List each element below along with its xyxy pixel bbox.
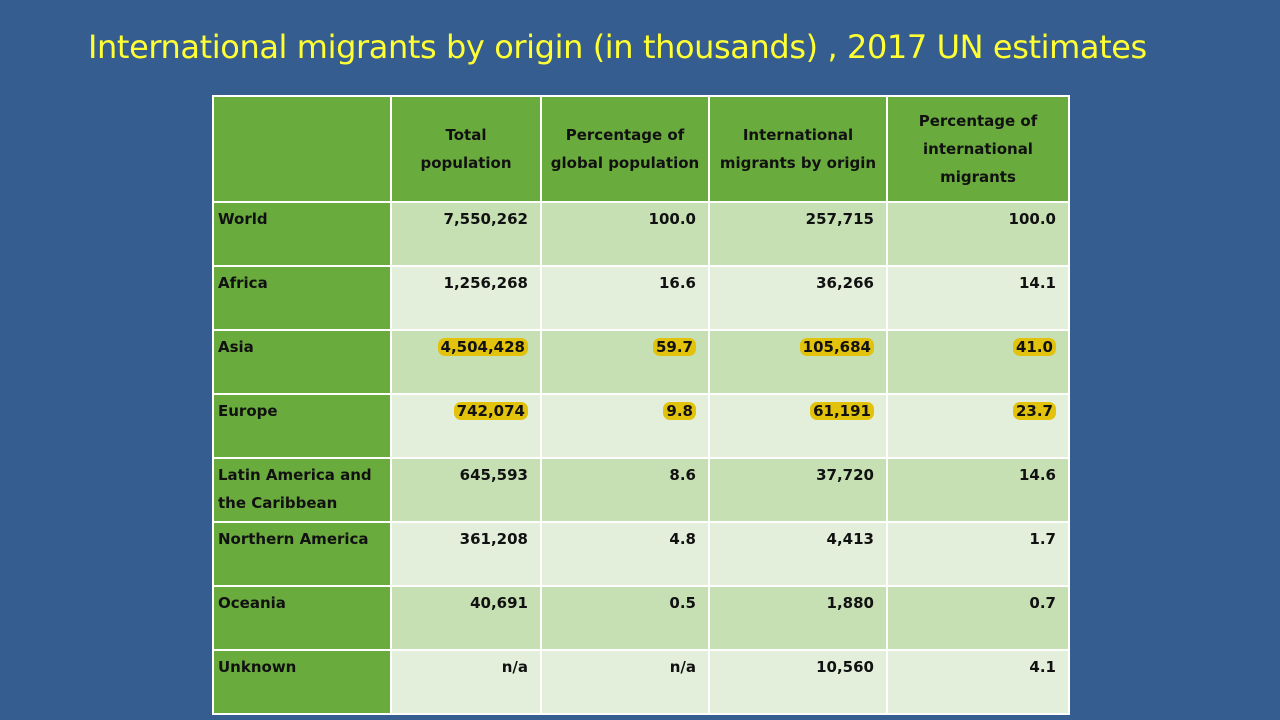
- table-row: Asia 4,504,428 59.7 105,684 41.0: [212, 329, 1070, 395]
- header-migrants-by-origin: International migrants by origin: [708, 95, 888, 203]
- region-cell: Oceania: [212, 585, 392, 651]
- cell-value: 40,691: [470, 594, 528, 612]
- migrants-by-origin-cell: 105,684: [708, 329, 888, 395]
- pct-international-migrants-cell: 14.1: [886, 265, 1070, 331]
- cell-value: 16.6: [658, 274, 696, 292]
- total-population-cell: 4,504,428: [390, 329, 542, 395]
- header-region: [212, 95, 392, 203]
- table-header-row: Total population Percentage of global po…: [212, 95, 1070, 203]
- region-cell: Unknown: [212, 649, 392, 715]
- cell-value: 1,256,268: [443, 274, 528, 292]
- cell-value: 4.1: [1029, 658, 1056, 676]
- table-row: Europe 742,074 9.8 61,191 23.7: [212, 393, 1070, 459]
- cell-value: 645,593: [459, 466, 528, 484]
- header-pct-global-population: Percentage of global population: [540, 95, 710, 203]
- slide-title: International migrants by origin (in tho…: [88, 28, 1147, 66]
- total-population-cell: 40,691: [390, 585, 542, 651]
- migrants-table-container: Total population Percentage of global po…: [212, 95, 1070, 715]
- migrants-by-origin-cell: 1,880: [708, 585, 888, 651]
- cell-value: 36,266: [816, 274, 874, 292]
- pct-international-migrants-cell: 4.1: [886, 649, 1070, 715]
- cell-value: 0.5: [669, 594, 696, 612]
- total-population-cell: 645,593: [390, 457, 542, 523]
- header-pct-international-migrants: Percentage of international migrants: [886, 95, 1070, 203]
- table-row: Oceania 40,691 0.5 1,880 0.7: [212, 585, 1070, 651]
- table-body: World 7,550,262 100.0 257,715 100.0 Afri…: [212, 201, 1070, 715]
- pct-global-population-cell: 59.7: [540, 329, 710, 395]
- cell-value: n/a: [501, 658, 528, 676]
- highlighted-value: 61,191: [810, 402, 874, 420]
- total-population-cell: 361,208: [390, 521, 542, 587]
- cell-value: 1.7: [1029, 530, 1056, 548]
- total-population-cell: 7,550,262: [390, 201, 542, 267]
- pct-global-population-cell: 8.6: [540, 457, 710, 523]
- pct-global-population-cell: 9.8: [540, 393, 710, 459]
- migrants-by-origin-cell: 4,413: [708, 521, 888, 587]
- pct-global-population-cell: 16.6: [540, 265, 710, 331]
- pct-global-population-cell: 4.8: [540, 521, 710, 587]
- total-population-cell: n/a: [390, 649, 542, 715]
- cell-value: 4,413: [826, 530, 874, 548]
- total-population-cell: 742,074: [390, 393, 542, 459]
- pct-international-migrants-cell: 1.7: [886, 521, 1070, 587]
- highlighted-value: 105,684: [799, 338, 874, 356]
- region-cell: Asia: [212, 329, 392, 395]
- migrants-table: Total population Percentage of global po…: [212, 95, 1070, 715]
- region-cell: Latin America and the Caribbean: [212, 457, 392, 523]
- region-cell: Europe: [212, 393, 392, 459]
- table-row: Latin America and the Caribbean 645,593 …: [212, 457, 1070, 523]
- cell-value: 100.0: [648, 210, 696, 228]
- cell-value: 100.0: [1008, 210, 1056, 228]
- cell-value: 14.1: [1018, 274, 1056, 292]
- cell-value: 4.8: [669, 530, 696, 548]
- cell-value: 1,880: [826, 594, 874, 612]
- migrants-by-origin-cell: 36,266: [708, 265, 888, 331]
- migrants-by-origin-cell: 10,560: [708, 649, 888, 715]
- pct-international-migrants-cell: 100.0: [886, 201, 1070, 267]
- cell-value: n/a: [669, 658, 696, 676]
- pct-international-migrants-cell: 14.6: [886, 457, 1070, 523]
- cell-value: 14.6: [1018, 466, 1056, 484]
- pct-global-population-cell: 100.0: [540, 201, 710, 267]
- migrants-by-origin-cell: 257,715: [708, 201, 888, 267]
- highlighted-value: 41.0: [1012, 338, 1056, 356]
- cell-value: 361,208: [459, 530, 528, 548]
- cell-value: 37,720: [816, 466, 874, 484]
- cell-value: 0.7: [1029, 594, 1056, 612]
- migrants-by-origin-cell: 37,720: [708, 457, 888, 523]
- highlighted-value: 742,074: [453, 402, 528, 420]
- table-row: Unknown n/a n/a 10,560 4.1: [212, 649, 1070, 715]
- pct-international-migrants-cell: 0.7: [886, 585, 1070, 651]
- cell-value: 10,560: [816, 658, 874, 676]
- table-row: Northern America 361,208 4.8 4,413 1.7: [212, 521, 1070, 587]
- cell-value: 7,550,262: [443, 210, 528, 228]
- header-total-population: Total population: [390, 95, 542, 203]
- region-cell: Africa: [212, 265, 392, 331]
- highlighted-value: 23.7: [1012, 402, 1056, 420]
- pct-global-population-cell: 0.5: [540, 585, 710, 651]
- highlighted-value: 59.7: [652, 338, 696, 356]
- highlighted-value: 4,504,428: [437, 338, 528, 356]
- cell-value: 257,715: [805, 210, 874, 228]
- table-row: Africa 1,256,268 16.6 36,266 14.1: [212, 265, 1070, 331]
- migrants-by-origin-cell: 61,191: [708, 393, 888, 459]
- table-row: World 7,550,262 100.0 257,715 100.0: [212, 201, 1070, 267]
- total-population-cell: 1,256,268: [390, 265, 542, 331]
- region-cell: Northern America: [212, 521, 392, 587]
- pct-global-population-cell: n/a: [540, 649, 710, 715]
- pct-international-migrants-cell: 23.7: [886, 393, 1070, 459]
- region-cell: World: [212, 201, 392, 267]
- pct-international-migrants-cell: 41.0: [886, 329, 1070, 395]
- highlighted-value: 9.8: [663, 402, 696, 420]
- cell-value: 8.6: [669, 466, 696, 484]
